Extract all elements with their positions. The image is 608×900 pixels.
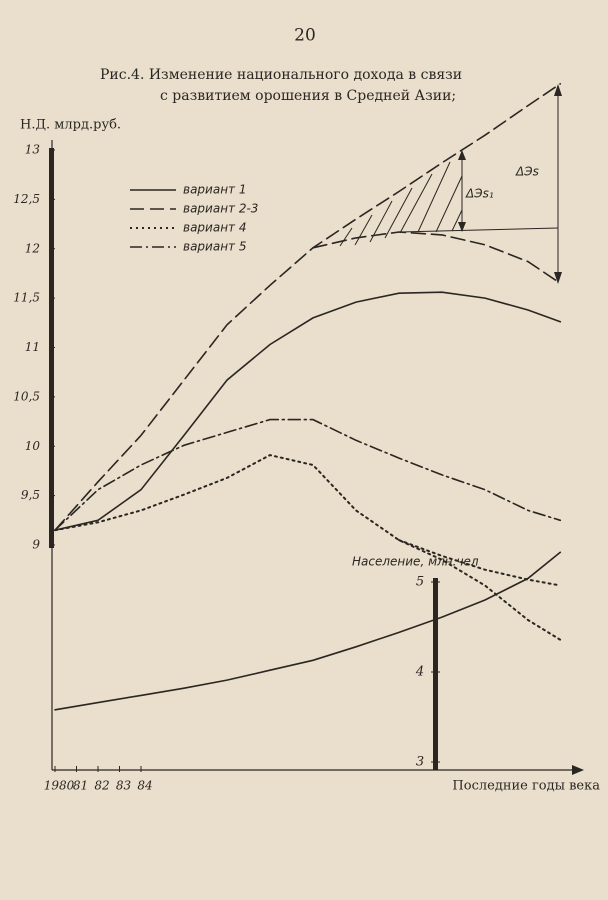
x-tick-label: 83	[116, 779, 132, 793]
y2-axis-label: Население, млн.чел	[352, 555, 479, 569]
x-tick-label: 84	[137, 779, 152, 793]
y2-tick-label: 3	[416, 755, 424, 770]
series-line	[54, 551, 562, 711]
y2-tick-label: 4	[415, 665, 424, 680]
legend-label: вариант 4	[183, 221, 246, 235]
y-axis-label: Н.Д. млрд.руб.	[20, 118, 121, 133]
page-number: 20	[294, 26, 316, 46]
y-tick-label: 11	[25, 340, 40, 354]
legend-label: вариант 5	[183, 240, 246, 254]
legend-label: вариант 2-3	[183, 202, 258, 216]
y2-axis-bar	[433, 578, 438, 770]
x-tick-label: 81	[73, 779, 88, 793]
x-tick-label: 1980	[44, 779, 75, 793]
legend-label: вариант 1	[183, 183, 246, 197]
y-tick-label: 12,5	[13, 192, 40, 206]
series-branch-line	[398, 539, 562, 587]
y-tick-label: 9,5	[21, 488, 40, 502]
chart-title: Рис.4. Изменение национального дохода в …	[100, 67, 462, 83]
y-tick-label: 12	[25, 241, 40, 255]
series-branch-line	[312, 231, 562, 285]
series-line	[54, 418, 562, 532]
x-tick-label: 82	[94, 779, 109, 793]
x-axis-label: Последние годы века	[452, 779, 600, 794]
series-line	[54, 83, 562, 532]
annotation: ΔЭs₁	[465, 187, 494, 201]
y-tick-label: 13	[25, 143, 41, 157]
series-line	[54, 454, 562, 641]
y-tick-label: 10,5	[13, 389, 40, 403]
chart-title: с развитием орошения в Средней Азии;	[160, 88, 456, 104]
annotation: ΔЭs	[515, 165, 539, 179]
series-line	[54, 291, 562, 532]
hatching	[339, 88, 559, 282]
y-tick-label: 9	[32, 538, 40, 552]
y-tick-label: 10	[25, 439, 41, 453]
y-tick-label: 11,5	[13, 291, 40, 305]
y2-tick-label: 5	[416, 575, 424, 590]
